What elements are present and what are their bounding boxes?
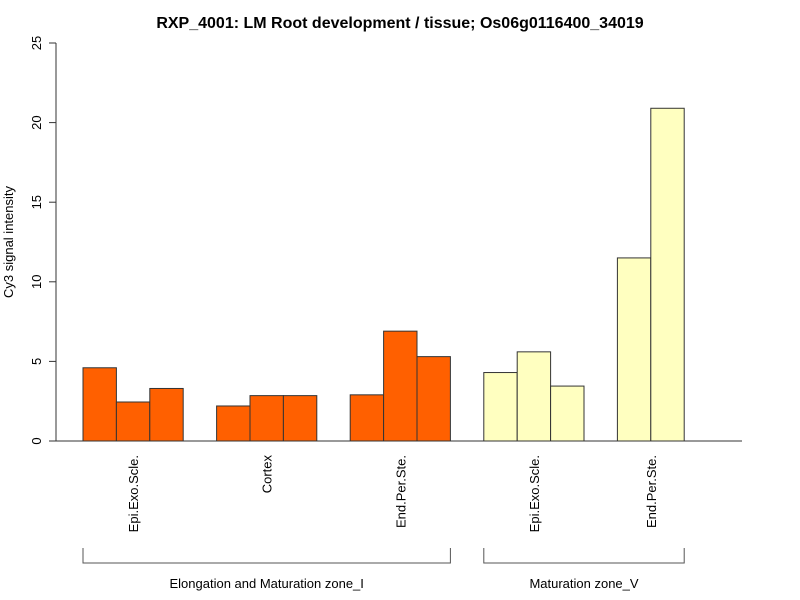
bar	[249, 395, 284, 442]
y-tick-label: 0	[29, 437, 44, 444]
bar	[349, 394, 385, 442]
y-tick-label: 10	[29, 275, 44, 289]
bars	[82, 107, 685, 442]
bar	[383, 330, 418, 442]
category-label: Epi.Exo.Scle.	[126, 455, 141, 532]
chart-title: RXP_4001: LM Root development / tissue; …	[156, 15, 643, 32]
y-tick-label: 25	[29, 36, 44, 50]
bar	[416, 356, 451, 442]
bar	[550, 385, 585, 442]
bar	[149, 387, 184, 442]
bar	[616, 257, 652, 442]
category-label: End.Per.Ste.	[644, 455, 659, 528]
bar	[650, 107, 685, 442]
category-label: Epi.Exo.Scle.	[527, 455, 542, 532]
y-tick-label: 15	[29, 195, 44, 209]
bar	[516, 351, 552, 442]
y-tick-label: 20	[29, 115, 44, 129]
group-label: Elongation and Maturation zone_I	[169, 576, 363, 591]
category-label: End.Per.Ste.	[393, 455, 408, 528]
bar	[82, 367, 117, 442]
group-bracket	[82, 548, 451, 564]
y-tick-label: 5	[29, 358, 44, 365]
group-brackets: Elongation and Maturation zone_I Maturati…	[82, 548, 685, 591]
category-label: Cortex	[260, 455, 275, 494]
y-axis: 0 5 10 15 20 25	[29, 36, 57, 445]
bar	[115, 401, 151, 442]
bar	[282, 395, 318, 442]
bar	[483, 372, 518, 442]
group-bracket	[483, 548, 685, 564]
y-axis-label: Cy3 signal intensity	[1, 186, 16, 298]
bar	[216, 405, 251, 442]
group-label: Maturation zone_V	[529, 576, 638, 591]
category-labels: Epi.Exo.Scle. Cortex End.Per.Ste. Epi.Exo.S…	[126, 455, 659, 533]
